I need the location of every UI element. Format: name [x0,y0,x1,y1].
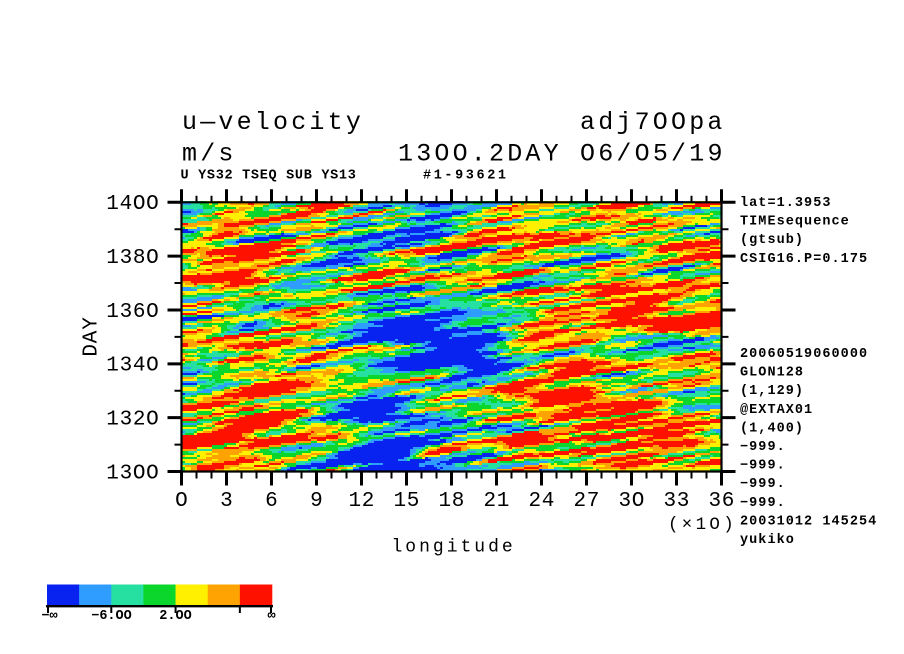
svg-text:14OO: 14OO [106,193,159,216]
svg-text:−999.: −999. [740,496,786,511]
svg-text:9: 9 [310,490,323,513]
svg-text:U YS32 TSEQ SUB YS13: U YS32 TSEQ SUB YS13 [181,169,357,184]
svg-text:−999.: −999. [740,459,786,474]
svg-text:lat=1.3953: lat=1.3953 [740,196,832,211]
svg-text:#1-93621: #1-93621 [423,169,509,184]
svg-text:33: 33 [663,490,690,513]
svg-text:3O: 3O [618,490,645,513]
svg-text:2.OO: 2.OO [159,609,191,624]
svg-text:CSIG16.P=0.175: CSIG16.P=0.175 [740,252,868,267]
svg-text:(×1O): (×1O) [668,515,737,535]
svg-text:DAY: DAY [81,316,104,356]
svg-text:15: 15 [393,490,420,513]
svg-text:GLON128: GLON128 [740,366,804,381]
svg-text:−∞: −∞ [41,609,57,624]
svg-text:18: 18 [438,490,465,513]
svg-text:−999.: −999. [740,440,786,455]
svg-text:20060519060000: 20060519060000 [740,347,868,362]
svg-text:13OO.2DAY O6/O5/19: 13OO.2DAY O6/O5/19 [398,140,726,169]
svg-text:∞: ∞ [267,609,275,624]
svg-text:12: 12 [348,490,375,513]
svg-text:20031012 145254: 20031012 145254 [740,514,877,529]
svg-text:13OO: 13OO [106,462,159,485]
svg-text:(1,400): (1,400) [740,421,804,436]
svg-text:36: 36 [708,490,735,513]
svg-text:adj7OOpa: adj7OOpa [580,108,726,137]
svg-text:3: 3 [220,490,233,513]
svg-text:27: 27 [573,490,600,513]
svg-text:138O: 138O [106,247,159,270]
svg-text:(1,129): (1,129) [740,384,804,399]
svg-text:24: 24 [528,490,555,513]
svg-text:O: O [175,490,188,513]
svg-text:longitude: longitude [392,538,516,558]
svg-text:6: 6 [265,490,278,513]
svg-text:−6.OO: −6.OO [91,609,132,624]
svg-text:u—velocity: u—velocity [182,108,364,137]
svg-text:m/s: m/s [182,140,237,169]
svg-text:TIMEsequence: TIMEsequence [740,215,850,230]
svg-text:−999.: −999. [740,477,786,492]
svg-text:@EXTAX01: @EXTAX01 [740,403,813,418]
svg-text:(gtsub): (gtsub) [740,233,804,248]
svg-text:yukiko: yukiko [740,533,795,548]
svg-text:21: 21 [483,490,510,513]
svg-text:132O: 132O [106,409,159,432]
svg-text:134O: 134O [106,355,159,378]
svg-text:136O: 136O [106,301,159,324]
